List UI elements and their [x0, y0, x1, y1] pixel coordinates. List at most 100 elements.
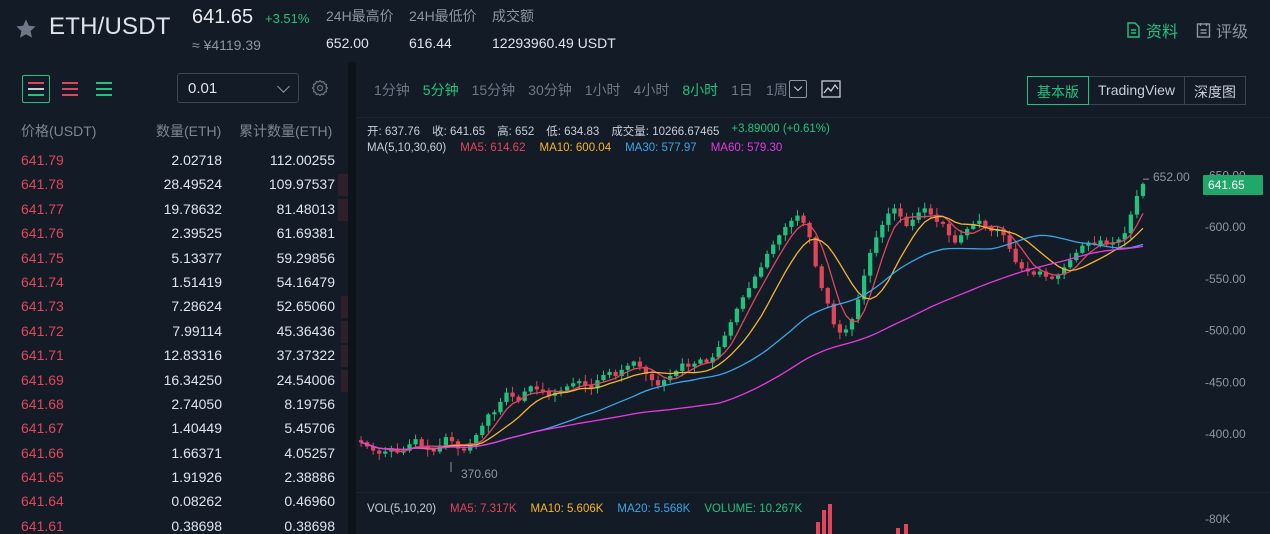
candle-body [862, 275, 867, 300]
orderbook-row[interactable]: 641.79 2.02718 112.00255 [0, 149, 348, 173]
orderbook-row[interactable]: 641.66 1.66371 4.05257 [0, 442, 348, 466]
info-link[interactable]: 资料 [1126, 18, 1178, 42]
timeframe-tab[interactable]: 30分钟 [528, 82, 572, 98]
orderbook-row[interactable]: 641.74 1.51419 54.16479 [0, 271, 348, 295]
timeframe-tab[interactable]: 1日 [731, 82, 753, 98]
indicator-icon[interactable] [821, 80, 841, 98]
precision-select[interactable]: 0.01 [177, 73, 299, 103]
timeframe-tab[interactable]: 8小时 [682, 82, 719, 98]
timeframe-tab[interactable]: 1周 [765, 82, 788, 98]
candle-body [765, 253, 770, 268]
orderbook-row[interactable]: 641.75 5.13377 59.29856 [0, 247, 348, 271]
orderbook-row[interactable]: 641.65 1.91926 2.38886 [0, 466, 348, 490]
orderbook-row[interactable]: 641.69 16.34250 24.54006 [0, 369, 348, 393]
candle-body [607, 371, 612, 376]
timeframe-dropdown[interactable] [789, 80, 807, 98]
close-value: 收: 641.65 [432, 126, 486, 138]
rating-icon [1196, 23, 1211, 38]
candle-body [783, 227, 788, 236]
candle-body [449, 437, 455, 442]
orderbook-row[interactable]: 641.64 0.08262 0.46960 [0, 490, 348, 514]
orderbook-row[interactable]: 641.73 7.28624 52.65060 [0, 295, 348, 319]
market-header: ETH/USDT 641.65 +3.51% ≈ ¥4119.39 24H最高价… [0, 0, 1270, 62]
candle-body [880, 224, 885, 238]
orderbook-row[interactable]: 641.77 19.78632 81.48013 [0, 198, 348, 222]
orderbook-row[interactable]: 641.78 28.49524 109.97537 [0, 173, 348, 197]
timeframe-tab[interactable]: 15分钟 [471, 82, 516, 98]
row-total: 5.45706 [284, 420, 335, 437]
volume-divider [356, 492, 1270, 493]
row-total: 8.19756 [284, 395, 335, 412]
view-tab[interactable]: TradingView [1088, 76, 1186, 105]
orderbook-row[interactable]: 641.76 2.39525 61.69381 [0, 222, 348, 246]
candle-body [534, 386, 539, 390]
panel-divider [348, 62, 356, 534]
candle-body [843, 329, 849, 333]
price-change: +3.51% [265, 11, 310, 26]
candle-body [813, 237, 818, 267]
trading-pair[interactable]: ETH/USDT [49, 13, 171, 40]
candle-body [734, 308, 739, 323]
candle-body [904, 216, 909, 226]
toolbar-divider [356, 117, 1270, 118]
depth-bar [337, 174, 348, 197]
row-total: 61.69381 [276, 225, 335, 242]
high-marker-label: 652.00 [1153, 170, 1190, 184]
ma60-line [360, 245, 1144, 451]
row-total: 37.37322 [276, 347, 335, 364]
timeframe-tab[interactable]: 1小时 [584, 82, 621, 98]
layout-asks-button[interactable] [56, 75, 84, 103]
legend-item: MA30: 577.97 [625, 142, 697, 154]
row-total: 2.38886 [284, 469, 335, 486]
rating-link[interactable]: 评级 [1196, 18, 1248, 42]
candle-body [619, 369, 624, 377]
candle-body [680, 363, 685, 371]
row-price: 641.72 [21, 322, 64, 339]
row-total: 45.36436 [276, 322, 335, 339]
candle-body [874, 237, 879, 253]
row-amount: 7.28624 [171, 298, 222, 315]
favorite-star-icon[interactable] [14, 17, 38, 41]
legend-item: MA10: 600.04 [539, 142, 612, 154]
timeframe-tab[interactable]: 1分钟 [374, 82, 410, 98]
candle-body [716, 347, 721, 358]
y-tick-label: -450.00 [1205, 375, 1246, 389]
candle-body [758, 267, 764, 277]
row-amount: 1.40449 [171, 420, 222, 437]
orderbook-row[interactable]: 641.72 7.99114 45.36436 [0, 320, 348, 344]
candle-body [443, 437, 449, 446]
orderbook-row[interactable]: 641.61 0.38698 0.38698 [0, 515, 348, 534]
gear-icon[interactable] [311, 79, 329, 97]
legend-item: MA5: 7.317K [450, 503, 517, 515]
candle-body [643, 366, 649, 374]
timeframe-tab[interactable]: 5分钟 [422, 82, 459, 98]
candle-body [486, 414, 491, 426]
candle-body [795, 215, 800, 221]
layout-bids-button[interactable] [90, 75, 118, 103]
timeframe-tab[interactable]: 4小时 [633, 82, 670, 98]
orderbook-row[interactable]: 641.71 12.83316 37.37322 [0, 344, 348, 368]
rating-link-label: 评级 [1215, 24, 1248, 41]
candle-body [516, 396, 521, 401]
orderbook-row[interactable]: 641.68 2.74050 8.19756 [0, 393, 348, 417]
candle-body [1068, 260, 1073, 268]
candle-body [825, 288, 830, 304]
orderbook-row[interactable]: 641.67 1.40449 5.45706 [0, 417, 348, 441]
candle-body [1074, 252, 1079, 261]
high-value: 高: 652 [497, 126, 535, 138]
candle-body [977, 220, 982, 224]
row-amount: 5.13377 [171, 249, 222, 266]
candle-body [831, 303, 836, 325]
chart-panel: -650.00-600.00-550.00-500.00-450.00-400.… [356, 62, 1270, 534]
price-column-header: 价格(USDT) [21, 123, 97, 139]
candle-body [1037, 271, 1043, 275]
last-price-tag: 641.65 [1203, 175, 1263, 195]
candle-body [710, 357, 715, 363]
candle-body [1043, 271, 1049, 277]
kline-chart[interactable]: -650.00-600.00-550.00-500.00-450.00-400.… [356, 62, 1270, 534]
layout-both-button[interactable] [22, 75, 50, 103]
view-tab[interactable]: 基本版 [1027, 76, 1089, 105]
volume-bar [822, 510, 826, 534]
view-tab[interactable]: 深度图 [1184, 76, 1247, 105]
depth-bar [337, 198, 348, 221]
